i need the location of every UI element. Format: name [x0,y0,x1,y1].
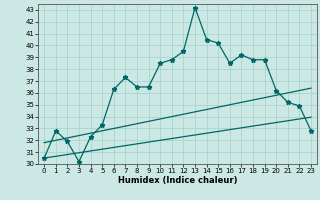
X-axis label: Humidex (Indice chaleur): Humidex (Indice chaleur) [118,176,237,185]
